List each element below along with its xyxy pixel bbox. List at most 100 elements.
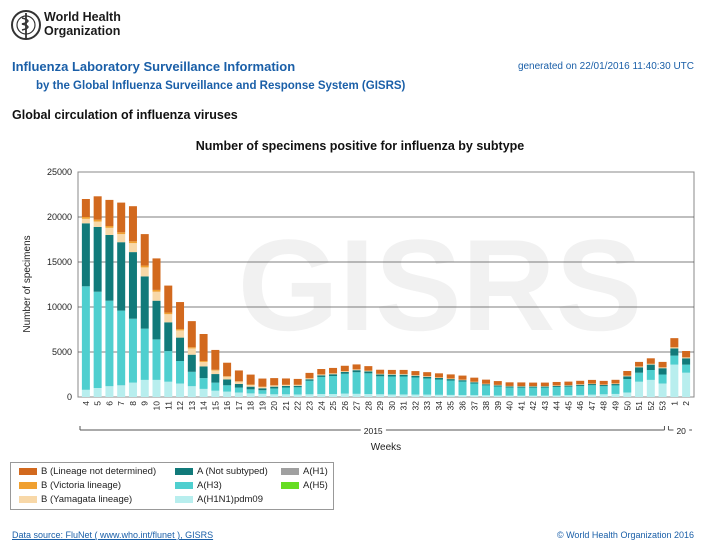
bar-segment xyxy=(140,379,149,397)
bar-segment xyxy=(117,385,126,397)
bar-segment xyxy=(446,380,455,395)
bar-segment xyxy=(223,385,232,392)
bar-segment xyxy=(176,383,185,397)
bar-segment xyxy=(540,382,549,387)
bar-segment xyxy=(376,373,385,375)
bar-segment xyxy=(552,381,561,386)
x-tick-label: 19 xyxy=(257,401,267,411)
y-tick-label: 20000 xyxy=(47,212,72,222)
section-title: Global circulation of influenza viruses xyxy=(12,108,238,122)
bar-segment xyxy=(140,267,149,277)
bar-segment xyxy=(340,373,349,394)
bar-segment xyxy=(81,199,90,217)
bar-segment xyxy=(187,321,196,348)
bar-segment xyxy=(176,302,185,330)
y-tick-label: 5000 xyxy=(52,347,72,357)
bar-segment xyxy=(187,354,196,372)
bar-segment xyxy=(317,374,326,376)
bar-segment xyxy=(635,372,644,382)
generated-timestamp: generated on 22/01/2016 11:40:30 UTC xyxy=(517,61,694,72)
bar-segment xyxy=(199,334,208,361)
bar-segment xyxy=(423,376,432,379)
bar-segment xyxy=(246,393,255,397)
bar-segment xyxy=(246,389,255,394)
data-source-link[interactable]: Data source: FluNet ( www.who.int/flunet… xyxy=(12,530,214,540)
bar-segment xyxy=(340,371,349,374)
bar-segment xyxy=(199,388,208,397)
x-tick-label: 38 xyxy=(481,401,491,411)
bar-segment xyxy=(128,252,137,319)
bar-segment xyxy=(223,379,232,386)
bar-segment xyxy=(140,234,149,266)
bar-segment xyxy=(458,381,467,396)
x-tick-label: 18 xyxy=(246,401,256,411)
bar-segment xyxy=(223,362,232,377)
x-tick-label: 14 xyxy=(199,401,209,411)
bar-segment xyxy=(293,387,302,395)
legend-label: A(H5) xyxy=(303,480,328,491)
bar-segment xyxy=(399,374,408,377)
bar-segment xyxy=(223,391,232,397)
bar-segment xyxy=(105,226,114,228)
x-tick-label: 47 xyxy=(587,401,597,411)
bar-segment xyxy=(329,376,338,395)
x-tick-label: 48 xyxy=(599,401,609,411)
x-tick-label: 32 xyxy=(410,401,420,411)
bar-segment xyxy=(658,383,667,397)
legend-label: B (Yamagata lineage) xyxy=(41,494,133,505)
bar-segment xyxy=(399,369,408,374)
bar-segment xyxy=(458,380,467,382)
org-name: World Health Organization xyxy=(44,10,121,38)
bar-segment xyxy=(505,386,514,388)
bar-segment xyxy=(670,347,679,349)
bar-segment xyxy=(658,374,667,384)
x-tick-label: 13 xyxy=(187,401,197,411)
bar-segment xyxy=(187,348,196,355)
bar-segment xyxy=(258,388,267,391)
bar-segment xyxy=(317,376,326,395)
x-tick-label: 40 xyxy=(505,401,515,411)
bar-segment xyxy=(611,393,620,397)
bar-segment xyxy=(293,385,302,388)
x-tick-label: 15 xyxy=(210,401,220,411)
bar-segment xyxy=(576,394,585,397)
x-tick-label: 36 xyxy=(458,401,468,411)
x-tick-label: 41 xyxy=(516,401,526,411)
x-tick-label: 30 xyxy=(387,401,397,411)
bar-segment xyxy=(199,366,208,379)
bar-segment xyxy=(152,339,161,380)
bar-segment xyxy=(434,378,443,380)
x-tick-label: 37 xyxy=(469,401,479,411)
bar-segment xyxy=(128,318,137,383)
bar-segment xyxy=(529,395,538,397)
bar-segment xyxy=(682,357,691,359)
bar-segment xyxy=(387,374,396,377)
bar-segment xyxy=(387,369,396,374)
bar-segment xyxy=(93,388,102,397)
bar-segment xyxy=(364,394,373,397)
bar-segment xyxy=(646,363,655,365)
bar-segment xyxy=(317,394,326,397)
report-title: Influenza Laboratory Surveillance Inform… xyxy=(12,59,296,74)
chart-title: Number of specimens positive for influen… xyxy=(195,139,525,153)
plot-frame xyxy=(77,171,695,398)
bar-segment xyxy=(623,392,632,397)
bar-segment xyxy=(623,370,632,376)
bar-segment xyxy=(234,387,243,393)
bar-segment xyxy=(164,381,173,397)
bar-segment xyxy=(117,232,126,235)
bar-segment xyxy=(152,291,161,301)
year-label-bg xyxy=(360,426,386,436)
x-tick-label: 16 xyxy=(222,401,232,411)
bar-segment xyxy=(423,378,432,395)
bar-segment xyxy=(446,374,455,379)
bar-segment xyxy=(211,369,220,371)
x-tick-label: 21 xyxy=(281,401,291,411)
bar-segment xyxy=(293,384,302,386)
bar-segment xyxy=(81,389,90,397)
bar-segment xyxy=(81,286,90,390)
bar-segment xyxy=(305,379,314,381)
bar-segment xyxy=(470,395,479,397)
bar-segment xyxy=(552,386,561,396)
bar-segment xyxy=(411,375,420,378)
